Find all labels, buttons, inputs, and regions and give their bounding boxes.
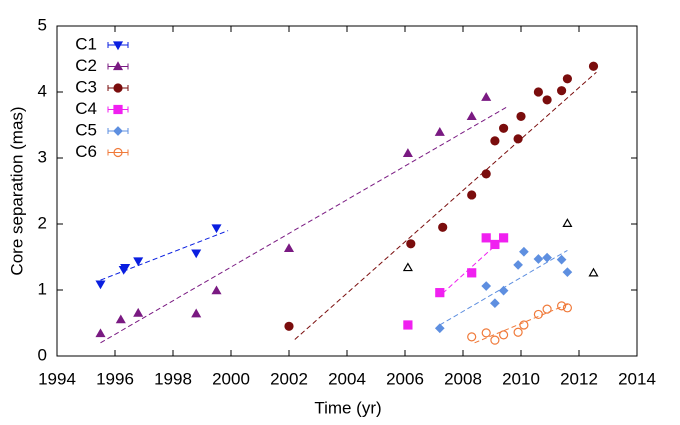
marker [533, 309, 544, 320]
x-tick-label: 2010 [502, 369, 540, 388]
legend-marker [113, 126, 123, 136]
marker [556, 86, 567, 96]
marker [516, 111, 526, 122]
y-axis-title: Core separation (mas) [7, 106, 26, 275]
marker [533, 87, 544, 97]
marker [120, 263, 131, 273]
marker [95, 328, 106, 338]
y-tick-label: 1 [38, 279, 47, 298]
x-tick-label: 2012 [560, 369, 598, 388]
y-tick-label: 5 [38, 15, 47, 34]
marker [481, 281, 492, 291]
x-tick-label: 2014 [618, 369, 656, 388]
marker [542, 304, 552, 314]
x-tick-label: 2004 [328, 369, 366, 388]
x-axis-title: Time (yr) [314, 398, 381, 417]
marker [133, 307, 144, 317]
marker [556, 254, 567, 265]
marker [481, 169, 491, 179]
marker [133, 257, 144, 267]
marker [490, 239, 500, 250]
marker [406, 239, 416, 249]
legend-marker [113, 104, 123, 115]
marker [519, 246, 529, 257]
marker [499, 123, 509, 133]
marker [490, 136, 500, 146]
marker [562, 218, 573, 227]
fit-line [474, 302, 571, 344]
x-tick-label: 2002 [270, 369, 308, 388]
marker [588, 267, 599, 277]
y-tick-label: 3 [38, 147, 47, 166]
marker [95, 280, 106, 290]
marker [438, 222, 448, 232]
legend-label: C2 [75, 56, 97, 75]
marker [191, 249, 202, 259]
marker [481, 328, 491, 338]
legend-label: C4 [75, 99, 97, 118]
marker [513, 134, 523, 144]
marker [498, 285, 509, 296]
legend-label: C3 [75, 77, 97, 96]
x-tick-label: 2000 [212, 369, 250, 388]
y-tick-label: 0 [38, 345, 47, 364]
marker [403, 320, 413, 330]
marker [466, 111, 477, 121]
marker [402, 262, 413, 272]
x-tick-label: 2006 [386, 369, 424, 388]
marker [435, 288, 445, 298]
marker [556, 301, 567, 311]
marker [402, 148, 413, 157]
marker [211, 285, 222, 295]
y-tick-label: 4 [38, 81, 47, 100]
marker [542, 252, 552, 263]
marker [490, 335, 500, 345]
legend-marker [112, 61, 124, 71]
marker [284, 321, 294, 331]
marker [513, 260, 523, 270]
marker [191, 308, 202, 318]
legend-label: C1 [75, 34, 97, 53]
x-tick-label: 1998 [154, 369, 192, 388]
marker [542, 95, 552, 105]
marker [481, 92, 492, 101]
marker [588, 61, 599, 71]
marker [499, 330, 509, 340]
marker [467, 190, 477, 200]
legend-marker [113, 83, 123, 93]
fit-line [100, 106, 507, 344]
marker [434, 127, 445, 136]
marker [467, 268, 477, 278]
y-tick-label: 2 [38, 213, 47, 232]
marker [533, 254, 544, 264]
marker [513, 327, 523, 337]
x-tick-label: 2008 [444, 369, 482, 388]
marker [499, 233, 509, 243]
legend-label: C5 [75, 120, 97, 139]
marker [519, 320, 529, 330]
marker [490, 298, 500, 309]
marker [434, 323, 445, 334]
legend-marker [113, 147, 123, 158]
x-tick-label: 1994 [38, 369, 76, 388]
legend-marker [112, 41, 124, 51]
fit-line [294, 71, 597, 340]
marker [467, 332, 477, 342]
marker [211, 224, 222, 234]
marker [562, 303, 573, 313]
marker [481, 233, 491, 243]
marker [283, 243, 295, 253]
fit-line [100, 230, 229, 281]
marker [115, 314, 126, 324]
legend-label: C6 [75, 142, 97, 161]
fit-line [442, 240, 502, 294]
marker [562, 267, 573, 278]
marker [562, 74, 573, 84]
x-tick-label: 1996 [96, 369, 134, 388]
